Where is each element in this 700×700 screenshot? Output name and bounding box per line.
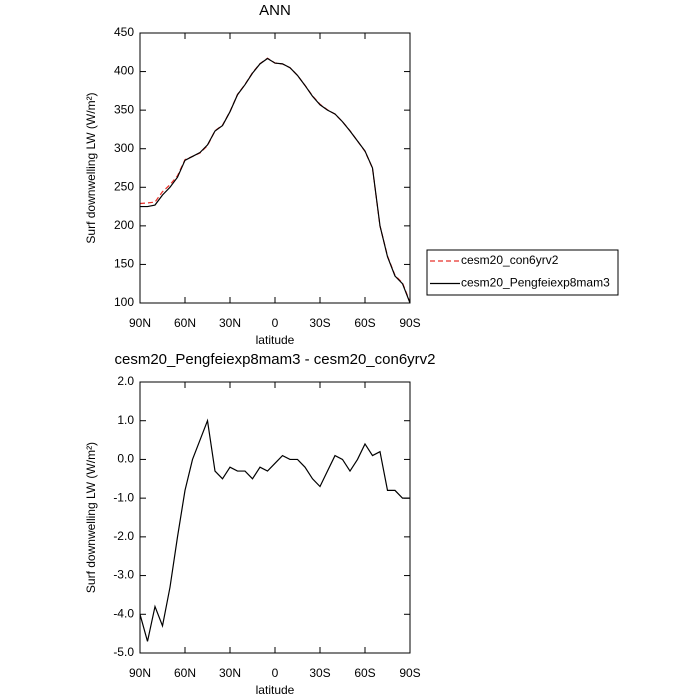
y-tick-label: -4.0 <box>113 606 134 620</box>
y-tick-label: 200 <box>114 218 134 232</box>
y-tick-label: 2.0 <box>117 374 134 388</box>
y-axis-label: Surf downwelling LW (W/m²) <box>84 442 98 593</box>
chart-title: cesm20_Pengfeiexp8mam3 - cesm20_con6yrv2 <box>115 351 436 368</box>
x-tick-label: 90S <box>399 316 420 330</box>
y-tick-label: 100 <box>114 295 134 309</box>
x-tick-label: 90N <box>129 666 151 680</box>
x-tick-label: 90S <box>399 666 420 680</box>
x-tick-label: 60N <box>174 666 196 680</box>
data-line <box>140 57 411 304</box>
x-tick-label: 60S <box>354 316 375 330</box>
x-axis-label: latitude <box>256 333 295 347</box>
y-tick-label: -3.0 <box>113 568 134 582</box>
data-line <box>139 57 411 303</box>
y-tick-label: -1.0 <box>113 490 134 504</box>
y-tick-label: -5.0 <box>113 645 134 659</box>
data-line <box>139 418 410 642</box>
y-tick-label: 450 <box>114 25 134 39</box>
y-tick-label: 250 <box>114 179 134 193</box>
x-tick-label: 90N <box>129 316 151 330</box>
chart-title: ANN <box>259 2 291 19</box>
y-tick-label: 150 <box>114 257 134 271</box>
y-axis-label: Surf downwelling LW (W/m²) <box>84 92 98 243</box>
plot-frame <box>139 381 411 654</box>
y-tick-label: -2.0 <box>113 529 134 543</box>
x-tick-label: 30N <box>219 666 241 680</box>
x-tick-label: 30N <box>219 316 241 330</box>
x-tick-label: 60N <box>174 316 196 330</box>
plot-frame <box>139 32 411 304</box>
y-tick-label: 350 <box>114 102 134 116</box>
x-axis-label: latitude <box>256 683 295 697</box>
y-tick-label: 1.0 <box>117 413 134 427</box>
x-tick-label: 0 <box>272 316 279 330</box>
legend-label: cesm20_Pengfeiexp8mam3 <box>461 276 610 290</box>
x-tick-label: 30S <box>309 316 330 330</box>
y-tick-label: 400 <box>114 64 134 78</box>
legend-box <box>426 249 619 296</box>
legend-label: cesm20_con6yrv2 <box>461 253 559 267</box>
x-tick-label: 30S <box>309 666 330 680</box>
y-tick-label: 300 <box>114 141 134 155</box>
x-tick-label: 0 <box>272 666 279 680</box>
x-tick-label: 60S <box>354 666 375 680</box>
y-tick-label: 0.0 <box>117 452 134 466</box>
